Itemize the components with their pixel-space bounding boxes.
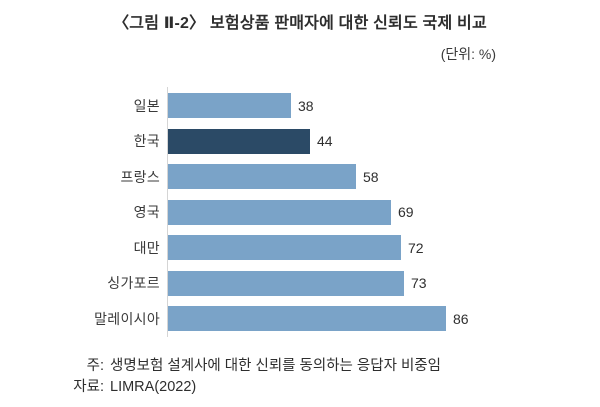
value-label: 72 [408,239,424,256]
note-text: 생명보험 설계사에 대한 신뢰를 동의하는 응답자 비중임 [110,358,441,374]
bar [168,199,391,225]
category-label: 일본 [133,97,160,114]
footnotes: 주: 생명보험 설계사에 대한 신뢰를 동의하는 응답자 비중임 자료: LIM… [60,356,441,398]
value-label: 58 [363,168,379,185]
category-label: 프랑스 [120,168,160,185]
bar-row: 영국 69 [0,195,600,231]
bar [168,235,401,261]
y-axis-line [167,87,168,337]
figure-title: 〈그림 Ⅱ-2〉 보험상품 판매자에 대한 신뢰도 국제 비교 [113,15,487,32]
bar-row: 프랑스 58 [0,159,600,195]
bar-row: 일본 38 [0,88,600,124]
source-label: 자료: [73,379,104,395]
bar [168,128,310,154]
bar [168,270,404,296]
value-label: 86 [453,310,469,327]
bar-row: 한국 44 [0,124,600,160]
note-row: 주: 생명보험 설계사에 대한 신뢰를 동의하는 응답자 비중임 [60,356,441,377]
value-label: 44 [317,133,333,150]
unit-label: (단위: %) [440,46,496,62]
note-label: 주: [86,358,104,374]
category-label: 싱가포르 [107,275,160,292]
bar-chart: 일본 38 한국 44 프랑스 58 영국 69 대만 72 싱가포르 73 말레이시아 86 [0,87,600,337]
bar-row: 말레이시아 86 [0,301,600,337]
category-label: 영국 [133,204,160,221]
source-row: 자료: LIMRA(2022) [60,377,441,398]
source-text: LIMRA(2022) [110,379,197,395]
value-label: 73 [411,275,427,292]
bar [168,306,446,332]
bar-row: 싱가포르 73 [0,266,600,302]
bar-rows: 일본 38 한국 44 프랑스 58 영국 69 대만 72 싱가포르 73 말레이시아 86 [0,88,600,337]
value-label: 38 [298,97,314,114]
bar [168,93,291,119]
category-label: 대만 [133,239,160,256]
category-label: 말레이시아 [94,310,160,327]
bar-row: 대만 72 [0,230,600,266]
bar [168,164,356,190]
category-label: 한국 [133,133,160,150]
value-label: 69 [398,204,414,221]
